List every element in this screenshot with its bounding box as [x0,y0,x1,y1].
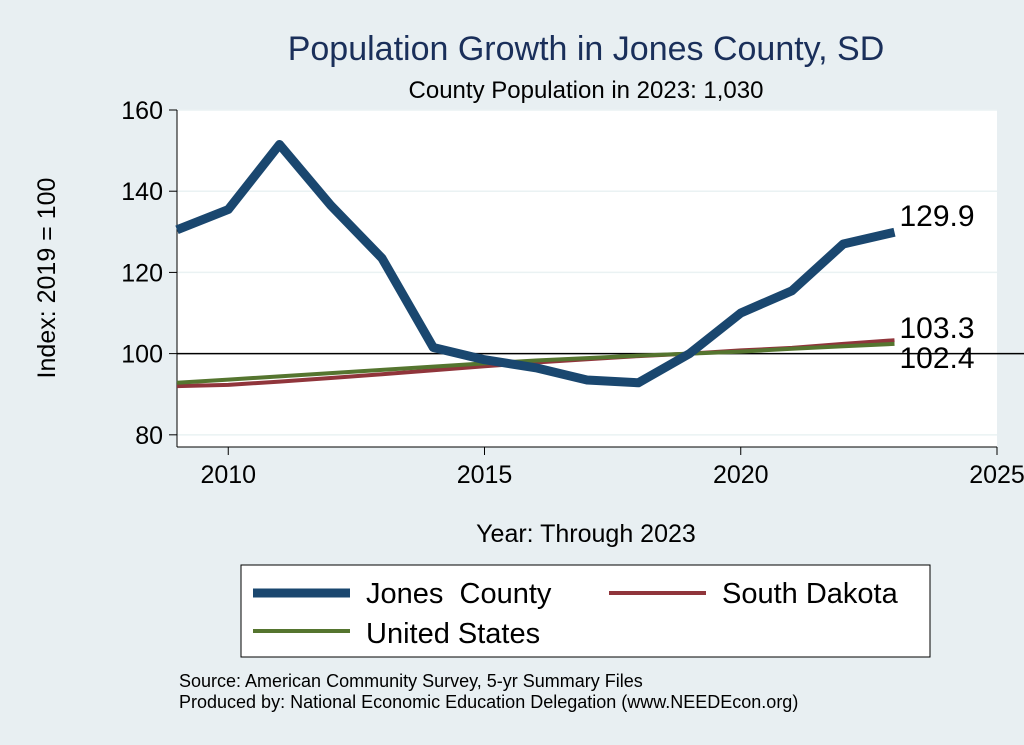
plot-area [177,110,997,447]
source-note: Source: American Community Survey, 5-yr … [179,671,643,691]
legend-label-jones: Jones County [366,578,552,610]
y-tick-label: 80 [135,422,163,450]
legend-label-united-states: United States [366,618,540,650]
y-axis: 80 100 120 140 160 [121,97,177,450]
end-label-jones-county: 129.9 [900,200,975,233]
legend-label-south-dakota: South Dakota [722,578,899,610]
series-line-united-states [176,341,895,385]
x-axis: 2010 2015 2020 2025 [200,447,1024,489]
x-tick-label: 2020 [713,461,769,489]
y-tick-label: 120 [121,259,163,287]
end-label-south-dakota: 103.3 [900,312,975,345]
y-tick-label: 100 [121,341,163,369]
x-tick-label: 2025 [969,461,1024,489]
end-label-united-states: 102.4 [900,342,975,375]
x-tick-label: 2015 [457,461,513,489]
series-line-jones-county [175,140,896,388]
x-axis-title: Year: Through 2023 [476,520,696,548]
chart-title: Population Growth in Jones County, SD [288,30,885,68]
series-lines [175,140,896,389]
y-tick-label: 160 [121,97,163,125]
chart-subtitle: County Population in 2023: 1,030 [409,77,764,104]
y-tick-label: 140 [121,178,163,206]
y-axis-title: Index: 2019 = 100 [33,178,61,379]
legend: Jones County South Dakota United States [240,564,931,658]
legend-box [240,564,931,658]
x-tick-label: 2010 [200,461,256,489]
produced-note: Produced by: National Economic Education… [179,692,798,712]
